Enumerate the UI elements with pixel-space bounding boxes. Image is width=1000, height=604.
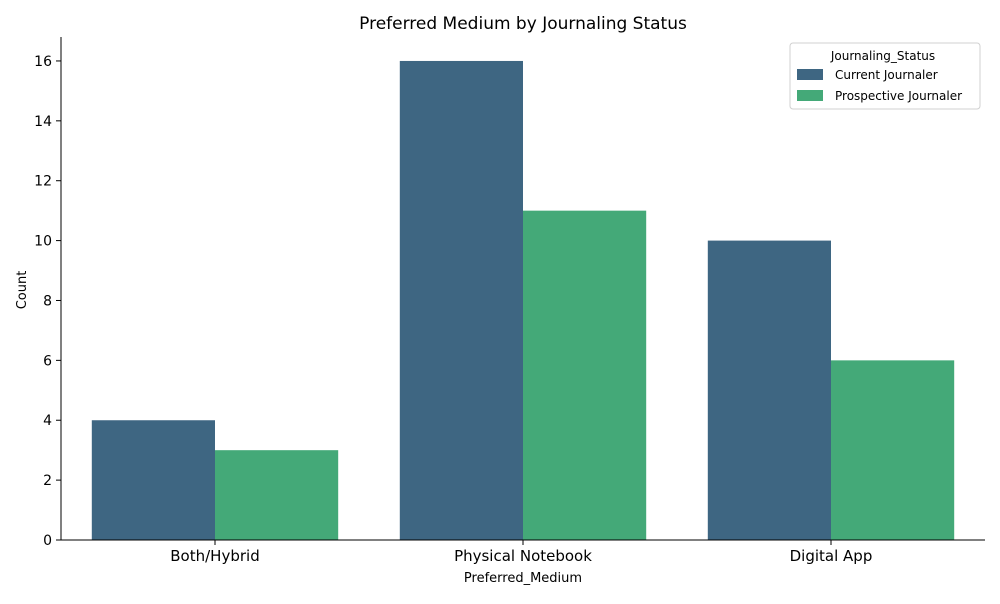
y-tick-label: 16 bbox=[34, 54, 52, 70]
legend-frame bbox=[789, 42, 981, 110]
bar-prospective-journaler-digital-app bbox=[831, 360, 955, 540]
y-axis-label: Count bbox=[15, 271, 30, 310]
x-tick-label: Digital App bbox=[790, 547, 873, 565]
y-tick-label: 14 bbox=[34, 114, 52, 130]
bars-layer bbox=[91, 60, 955, 540]
bar-current-journaler-digital-app bbox=[707, 240, 831, 540]
y-tick-label: 8 bbox=[43, 293, 52, 309]
y-tick-label: 10 bbox=[34, 234, 52, 250]
y-axis: 0 2 4 6 8 10 12 14 16 bbox=[34, 37, 62, 549]
y-tick-label: 4 bbox=[43, 413, 52, 429]
bar-prospective-journaler-physical-notebook bbox=[523, 210, 647, 540]
y-tick-label: 2 bbox=[43, 473, 52, 489]
bar-prospective-journaler-both-hybrid bbox=[215, 450, 339, 540]
y-tick-label: 6 bbox=[43, 353, 52, 369]
legend-label: Current Journaler bbox=[835, 68, 938, 82]
x-axis: Both/Hybrid Physical Notebook Digital App bbox=[61, 539, 985, 565]
x-tick-label: Physical Notebook bbox=[454, 547, 592, 565]
bar-current-journaler-physical-notebook bbox=[399, 60, 523, 540]
legend-entries: Current Journaler Prospective Journaler bbox=[797, 68, 962, 103]
legend-title: Journaling_Status bbox=[830, 49, 935, 63]
bar-current-journaler-both-hybrid bbox=[91, 420, 215, 540]
y-tick-label: 0 bbox=[43, 533, 52, 549]
chart-title: Preferred Medium by Journaling Status bbox=[359, 14, 687, 34]
y-tick-label: 12 bbox=[34, 174, 52, 190]
legend-label: Prospective Journaler bbox=[835, 89, 962, 103]
legend-swatch bbox=[797, 90, 823, 101]
legend: Journaling_Status Current Journaler Prosp… bbox=[789, 42, 981, 110]
x-tick-label: Both/Hybrid bbox=[170, 547, 259, 565]
x-axis-label: Preferred_Medium bbox=[464, 571, 582, 586]
legend-swatch bbox=[797, 69, 823, 80]
